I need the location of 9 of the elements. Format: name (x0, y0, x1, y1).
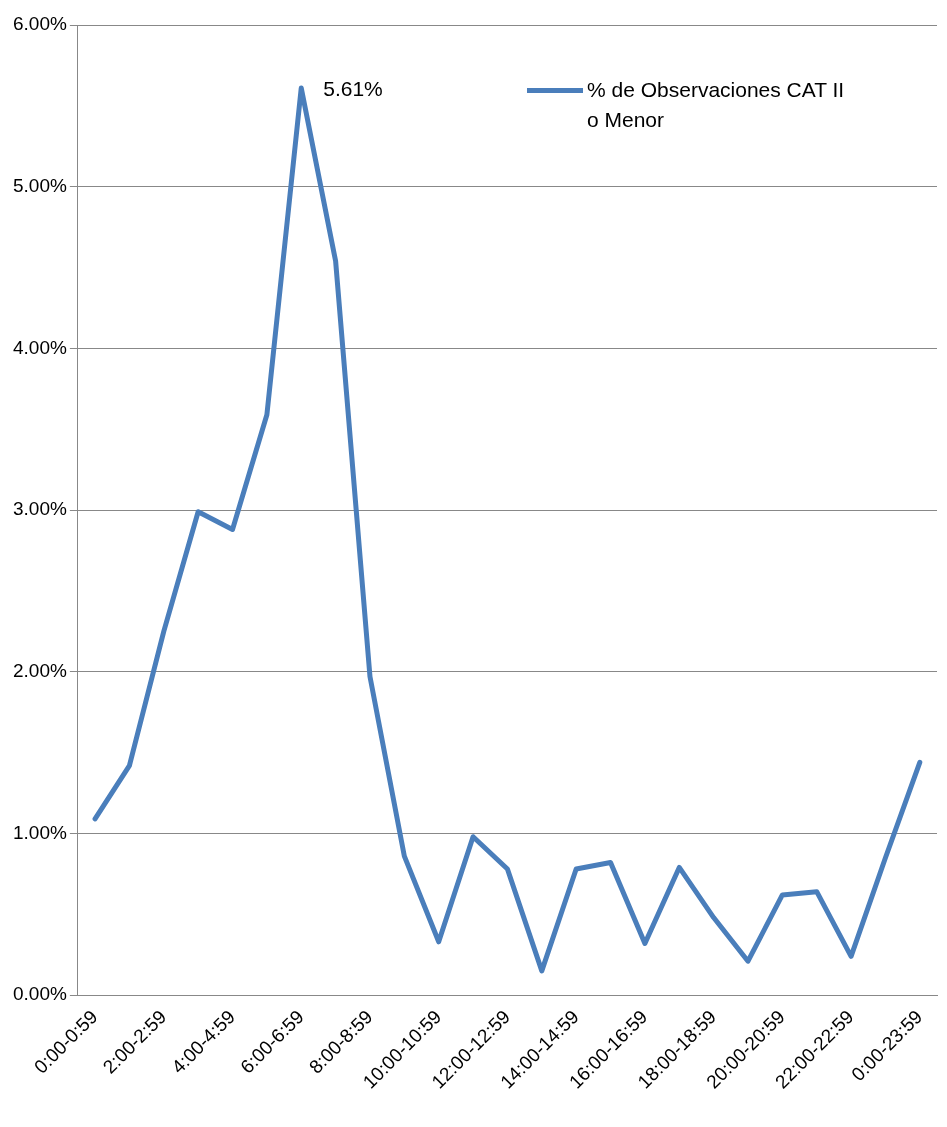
y-tick-label: 3.00% (13, 498, 67, 520)
y-tick-label: 5.00% (13, 174, 67, 196)
y-tick-label: 2.00% (13, 660, 67, 682)
legend-label: % de Observaciones CAT II o Menor (587, 77, 846, 133)
y-tick-label: 1.00% (13, 821, 67, 843)
y-tick-label: 6.00% (13, 13, 67, 35)
y-tick-label: 4.00% (13, 336, 67, 358)
annotation: 5.61% (323, 76, 383, 100)
y-tick-label: 0.00% (13, 983, 67, 1005)
